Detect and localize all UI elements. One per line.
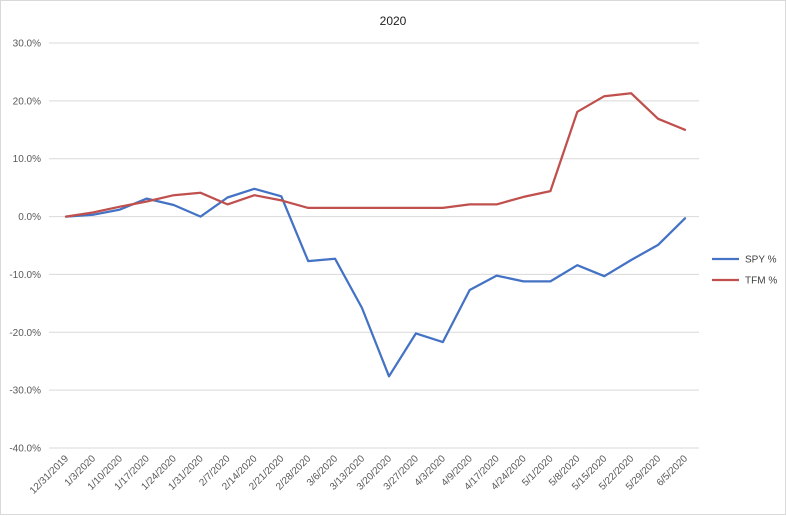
legend-label: SPY % bbox=[745, 255, 777, 266]
chart-title: 2020 bbox=[380, 14, 407, 28]
y-tick-label: -20.0% bbox=[9, 328, 41, 339]
y-tick-label: 0.0% bbox=[18, 212, 41, 223]
gridlines bbox=[49, 43, 699, 448]
y-tick-label: -10.0% bbox=[9, 270, 41, 281]
y-tick-label: 30.0% bbox=[13, 39, 41, 50]
legend-label: TFM % bbox=[745, 276, 777, 287]
series-lines bbox=[66, 93, 685, 376]
legend: SPY % TFM % bbox=[712, 255, 777, 287]
y-tick-label: 10.0% bbox=[13, 154, 41, 165]
y-axis-tick-labels: 30.0% 20.0% 10.0% 0.0% -10.0% -20.0% -30.0% -40… bbox=[9, 39, 41, 455]
y-tick-label: -30.0% bbox=[9, 386, 41, 397]
x-tick-label: 12/31/2019 bbox=[28, 453, 71, 496]
y-tick-label: 20.0% bbox=[13, 96, 41, 107]
x-axis-tick-labels: 12/31/20191/3/20201/10/20201/17/20201/24… bbox=[28, 453, 690, 496]
series-line-2 bbox=[66, 93, 685, 216]
y-tick-label: -40.0% bbox=[9, 444, 41, 455]
